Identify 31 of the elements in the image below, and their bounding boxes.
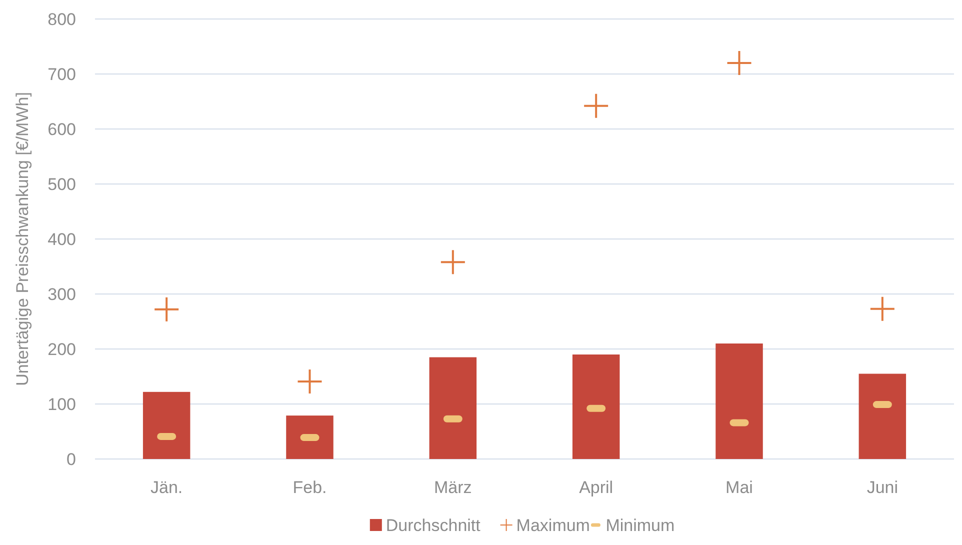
bar <box>286 416 334 459</box>
legend-label: Maximum <box>516 516 590 535</box>
bar <box>858 374 906 459</box>
x-tick-label: Juni <box>866 478 898 497</box>
y-tick-label: 300 <box>48 284 76 304</box>
y-tick-label: 800 <box>48 10 76 29</box>
x-tick-label: Jän. <box>150 478 183 497</box>
point <box>154 297 179 322</box>
bar <box>142 392 190 459</box>
bar <box>572 354 620 459</box>
point <box>727 51 752 75</box>
y-tick-label: 400 <box>48 230 76 249</box>
x-tick-label: März <box>434 478 472 497</box>
y-tick-label: 700 <box>48 64 76 84</box>
x-tick-label: Feb. <box>292 478 327 497</box>
point <box>440 250 465 274</box>
legend-label: Durchschnitt <box>386 516 481 535</box>
y-tick-label: 100 <box>48 394 76 414</box>
y-tick-label: 600 <box>48 120 76 139</box>
x-tick-label: Mai <box>726 478 753 497</box>
y-tick-label: 0 <box>66 450 76 469</box>
bar <box>429 357 477 459</box>
y-tick-label: 200 <box>48 340 76 359</box>
bar <box>716 344 763 459</box>
y-axis-title: Untertägige Preisschwankung [€/MWh] <box>12 92 32 386</box>
y-tick-label: 500 <box>48 174 76 194</box>
legend-label: Minimum <box>606 516 675 535</box>
point <box>298 369 322 394</box>
point <box>870 296 894 321</box>
x-tick-label: April <box>579 478 614 497</box>
point <box>584 94 608 118</box>
